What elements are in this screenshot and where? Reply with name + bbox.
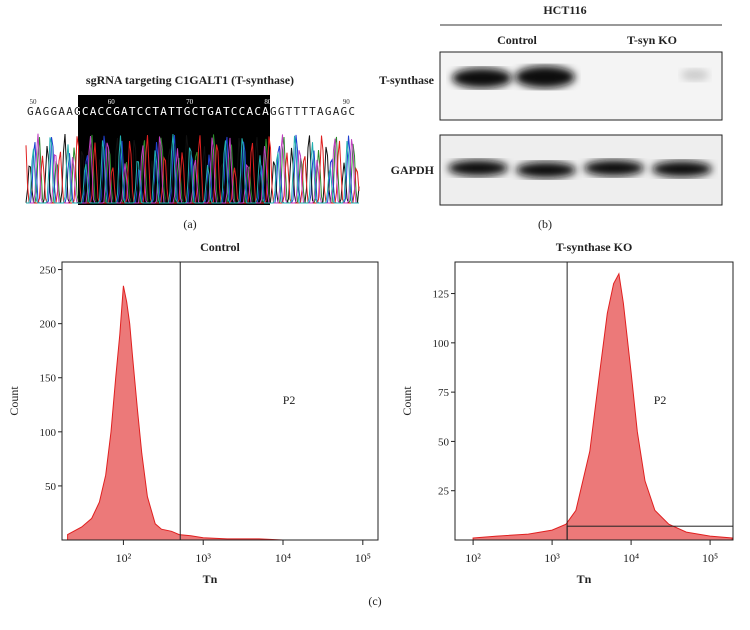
x-tick-label: 10³	[544, 551, 560, 565]
y-tick-label: 250	[40, 265, 57, 277]
y-tick-label: 50	[45, 481, 57, 493]
panel-a-title: sgRNA targeting C1GALT1 (T-synthase)	[86, 73, 294, 87]
cell-line: HCT116	[543, 3, 586, 17]
sequence-highlighted: GAGGAAGCACCGATCCTATTGCTGATCCACAGGTTTTAGA…	[27, 105, 355, 118]
y-tick-label: 75	[438, 387, 450, 399]
x-axis-label: Tn	[203, 572, 218, 586]
gate	[566, 525, 734, 541]
row-label: T-synthase	[379, 73, 435, 87]
y-tick-label: 100	[40, 427, 57, 439]
band	[516, 162, 576, 178]
band	[515, 66, 575, 88]
panel-label: (c)	[368, 594, 381, 608]
x-tick-label: 10³	[195, 551, 211, 565]
trace	[26, 134, 359, 204]
chart-title: T-synthase KO	[556, 240, 633, 254]
position-label: 60	[108, 98, 116, 106]
gate-label: P2	[654, 393, 667, 407]
x-tick-label: 10²	[116, 551, 132, 565]
y-tick-label: 100	[433, 338, 450, 350]
blot	[439, 51, 723, 121]
y-axis-label: Count	[7, 386, 21, 416]
sequence: GAGGAAGCACCGATCCTATTGCTGATCCACAGGTTTTAGA…	[27, 105, 355, 118]
x-tick-label: 10⁵	[355, 551, 371, 565]
histogram: Control P2 50 100 150 200 250 10² 10³ 10⁴ 10⁵ Tn Cou…	[7, 240, 379, 586]
band	[452, 68, 512, 88]
y-tick-label: 50	[438, 436, 450, 448]
y-tick-label: 125	[433, 289, 450, 301]
chromatogram	[25, 133, 360, 204]
x-axis-label: Tn	[577, 572, 592, 586]
band	[652, 161, 712, 177]
group-label: T-syn KO	[627, 33, 677, 47]
x-tick-label: 10²	[465, 551, 481, 565]
x-tick-label: 10⁵	[702, 551, 718, 565]
row-label: GAPDH	[391, 163, 435, 177]
position-label: 80	[264, 98, 272, 106]
histogram-area	[67, 285, 363, 541]
y-tick-label: 200	[40, 319, 57, 331]
x-tick-label: 10⁴	[275, 551, 291, 565]
panel-label: (b)	[538, 217, 552, 231]
group-label: Control	[497, 33, 537, 47]
panel-label: (a)	[183, 217, 196, 231]
position-label: 90	[343, 98, 351, 106]
band	[448, 160, 508, 176]
position-label: 50	[30, 98, 38, 106]
histogram-area	[472, 272, 733, 541]
chart-title: Control	[200, 240, 240, 254]
y-axis-label: Count	[400, 386, 414, 416]
band	[584, 160, 644, 176]
y-tick-label: 150	[40, 373, 57, 385]
plot-frame	[61, 261, 379, 541]
histogram: T-synthase KO P2 25 50 75 100 125 10² 10³ 10⁴ 10⁵ T…	[400, 240, 734, 586]
positions: 50 60 70 80 90	[30, 98, 351, 106]
position-label: 70	[186, 98, 194, 106]
y-tick-label: 25	[438, 486, 450, 498]
x-tick-label: 10⁴	[623, 551, 639, 565]
band	[681, 69, 709, 81]
gate-label: P2	[283, 393, 296, 407]
